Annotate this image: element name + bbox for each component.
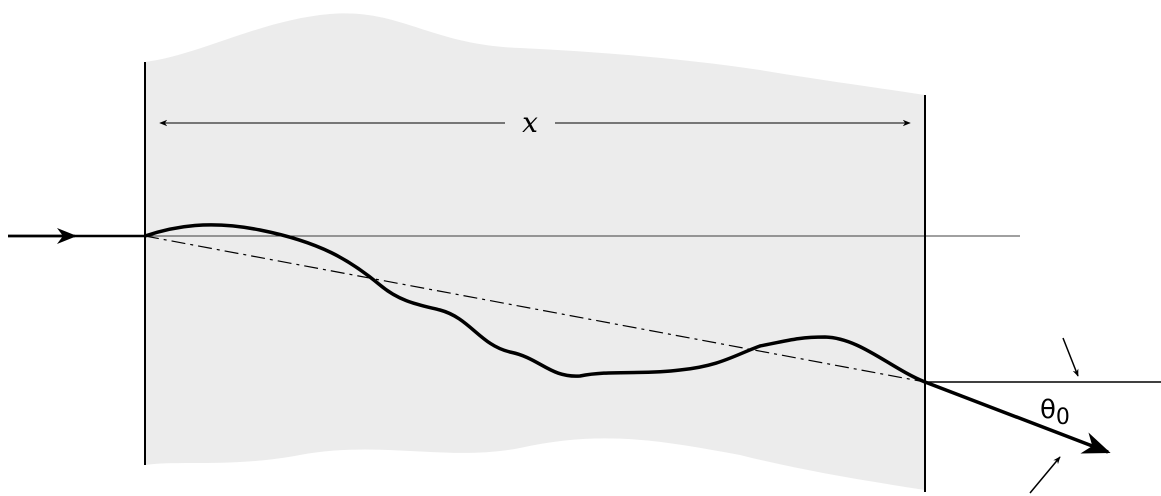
scattered-track — [144, 223, 926, 384]
angle-pointer-top — [1062, 337, 1079, 377]
straight-path — [144, 235, 926, 383]
angle-subscript: 0 — [1056, 405, 1070, 430]
distance-label: x — [522, 106, 538, 139]
angle-pointer-bottom — [1029, 456, 1061, 494]
angle-label: θ0 — [1040, 395, 1070, 430]
material-slab — [145, 13, 925, 490]
exit-track — [924, 380, 1111, 454]
angle-symbol: θ — [1040, 395, 1056, 425]
